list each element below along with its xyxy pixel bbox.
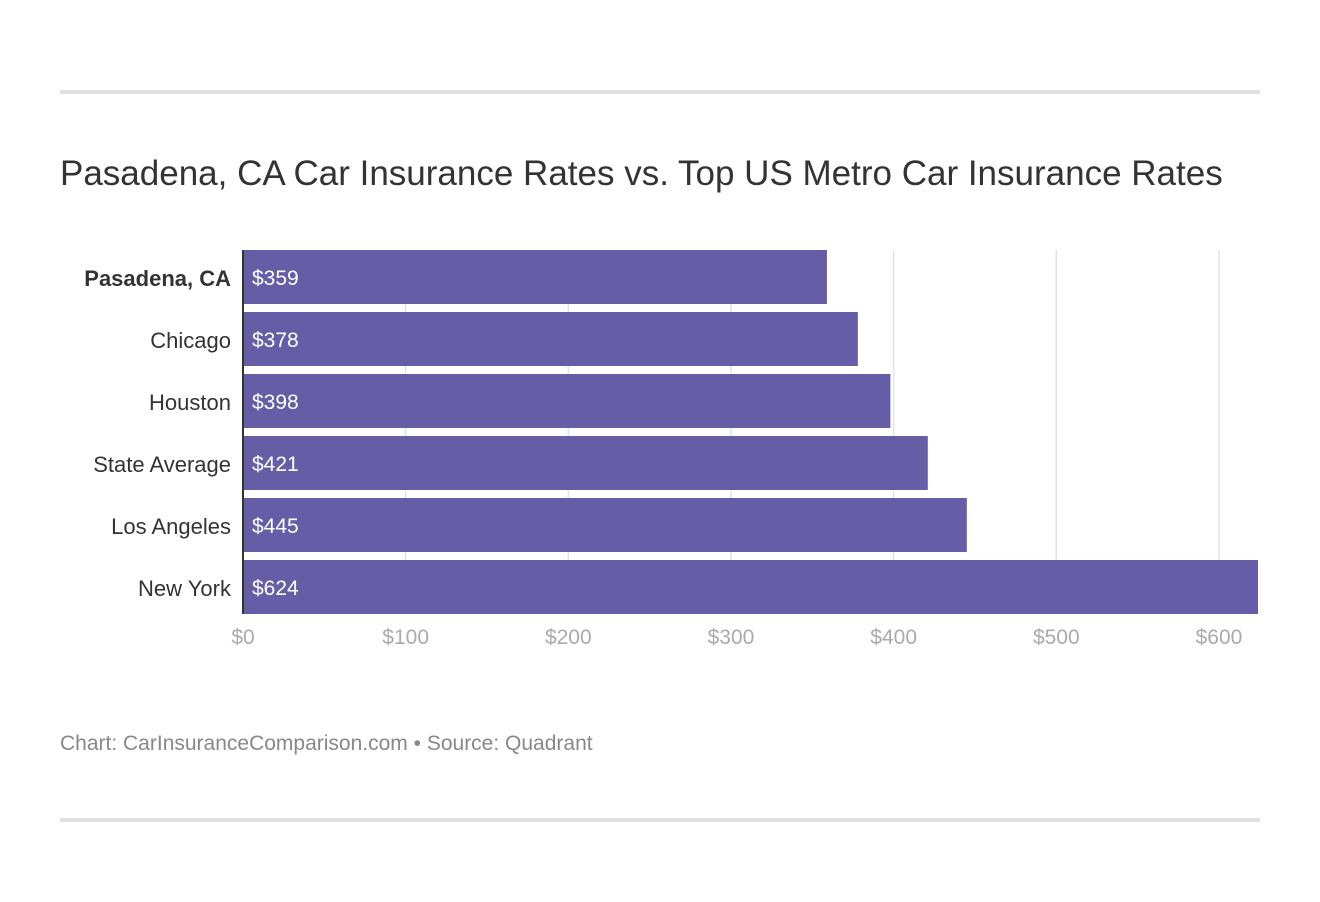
- data-label: $445: [252, 515, 299, 538]
- x-tick-label: $100: [382, 626, 429, 649]
- category-label: Chicago: [150, 328, 231, 353]
- bar: [243, 498, 967, 552]
- bar: [243, 250, 827, 304]
- bar: [243, 560, 1258, 614]
- data-label: $421: [252, 453, 299, 476]
- top-divider: [60, 90, 1260, 94]
- chart-footer: Chart: CarInsuranceComparison.com • Sour…: [60, 732, 593, 755]
- data-label: $359: [252, 267, 299, 290]
- category-label: New York: [138, 576, 232, 601]
- bar: [243, 374, 891, 428]
- bar: [243, 436, 928, 490]
- x-tick-label: $0: [231, 626, 254, 649]
- data-label: $378: [252, 329, 299, 352]
- chart-title: Pasadena, CA Car Insurance Rates vs. Top…: [60, 154, 1223, 193]
- x-tick-label: $500: [1033, 626, 1080, 649]
- category-label: Houston: [149, 390, 231, 415]
- x-tick-label: $200: [545, 626, 592, 649]
- data-label: $624: [252, 577, 299, 600]
- x-tick-label: $300: [708, 626, 755, 649]
- category-label: State Average: [93, 452, 231, 477]
- x-tick-label: $600: [1196, 626, 1243, 649]
- x-tick-label: $400: [870, 626, 917, 649]
- bar: [243, 312, 858, 366]
- data-label: $398: [252, 391, 299, 414]
- category-label: Pasadena, CA: [84, 266, 231, 291]
- bottom-divider: [60, 818, 1260, 822]
- category-label: Los Angeles: [111, 514, 231, 539]
